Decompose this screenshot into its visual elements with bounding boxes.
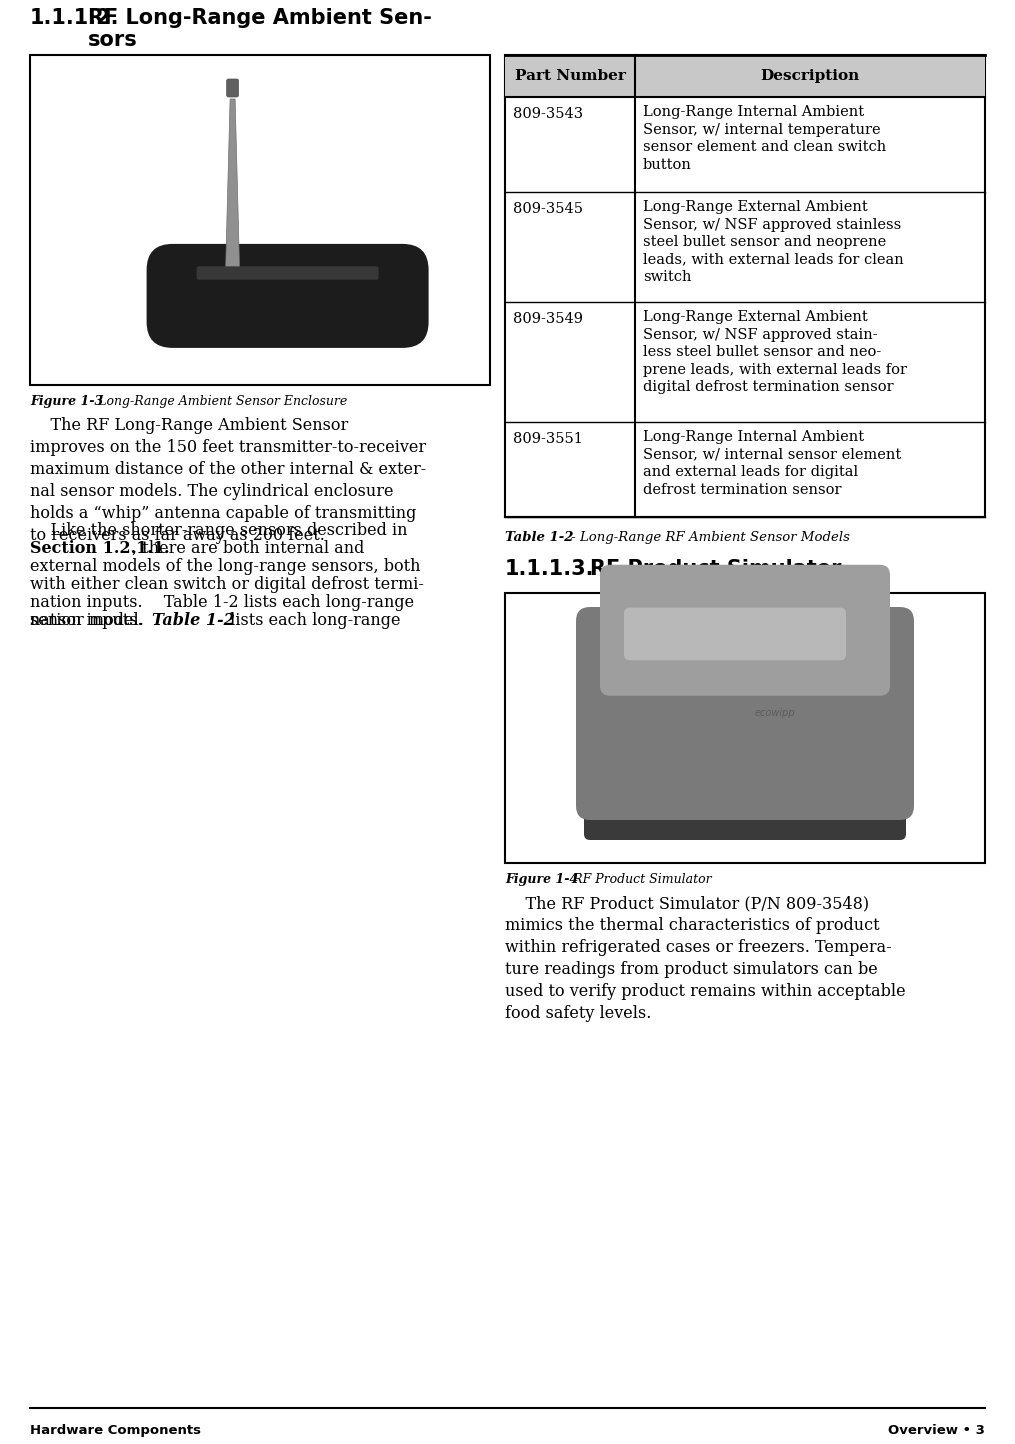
Text: Section 1.2.1.1.: Section 1.2.1.1. — [30, 540, 170, 557]
Text: Part Number: Part Number — [515, 69, 625, 82]
FancyBboxPatch shape — [600, 565, 890, 696]
Text: Figure 1-3: Figure 1-3 — [30, 396, 104, 409]
Text: sensor model.: sensor model. — [30, 612, 144, 630]
Text: , there are both internal and: , there are both internal and — [132, 540, 364, 557]
Text: Description: Description — [760, 69, 860, 82]
FancyBboxPatch shape — [576, 606, 914, 820]
Text: ecowipp: ecowipp — [755, 709, 796, 719]
Text: Long-Range External Ambient
Sensor, w/ NSF approved stain-
less steel bullet sen: Long-Range External Ambient Sensor, w/ N… — [642, 310, 907, 394]
Text: 1.1.1.3.: 1.1.1.3. — [505, 559, 595, 579]
FancyBboxPatch shape — [146, 244, 428, 348]
Text: - RF Product Simulator: - RF Product Simulator — [561, 874, 712, 887]
Text: Hardware Components: Hardware Components — [30, 1424, 201, 1437]
Bar — [505, 593, 985, 864]
Text: Long-Range Internal Ambient
Sensor, w/ internal temperature
sensor element and c: Long-Range Internal Ambient Sensor, w/ i… — [642, 105, 886, 172]
Text: Table 1-2: Table 1-2 — [152, 612, 234, 630]
Bar — [505, 55, 985, 97]
FancyBboxPatch shape — [197, 266, 379, 280]
Text: Long-Range Internal Ambient
Sensor, w/ internal sensor element
and external lead: Long-Range Internal Ambient Sensor, w/ i… — [642, 430, 901, 497]
Text: Long-Range External Ambient
Sensor, w/ NSF approved stainless
steel bullet senso: Long-Range External Ambient Sensor, w/ N… — [642, 201, 903, 284]
Text: Like the shorter-range sensors described in: Like the shorter-range sensors described… — [30, 521, 407, 539]
FancyBboxPatch shape — [584, 800, 906, 840]
Text: The RF Product Simulator (P/N 809-3548)
mimics the thermal characteristics of pr: The RF Product Simulator (P/N 809-3548) … — [505, 895, 905, 1022]
Text: - Long-Range RF Ambient Sensor Models: - Long-Range RF Ambient Sensor Models — [567, 531, 850, 544]
Text: 1.1.1.2.: 1.1.1.2. — [30, 9, 120, 27]
Bar — [505, 55, 985, 517]
FancyBboxPatch shape — [624, 608, 845, 660]
Text: 809-3551: 809-3551 — [513, 432, 583, 446]
Text: Figure 1-4: Figure 1-4 — [505, 874, 579, 887]
Text: - Long-Range Ambient Sensor Enclosure: - Long-Range Ambient Sensor Enclosure — [86, 396, 347, 409]
Text: The RF Long-Range Ambient Sensor
improves on the 150 feet transmitter-to-receive: The RF Long-Range Ambient Sensor improve… — [30, 417, 426, 544]
Bar — [30, 55, 490, 386]
Text: with either clean switch or digital defrost termi-: with either clean switch or digital defr… — [30, 576, 424, 593]
Text: 809-3549: 809-3549 — [513, 312, 583, 326]
Text: Overview • 3: Overview • 3 — [888, 1424, 985, 1437]
Text: nation inputs.: nation inputs. — [30, 612, 148, 630]
Text: Table 1-2: Table 1-2 — [505, 531, 573, 544]
Text: lists each long-range: lists each long-range — [225, 612, 401, 630]
FancyBboxPatch shape — [226, 79, 239, 97]
Text: external models of the long-range sensors, both: external models of the long-range sensor… — [30, 557, 420, 575]
Text: nation inputs.  Table 1-2 lists each long-range: nation inputs. Table 1-2 lists each long… — [30, 593, 414, 611]
Text: 809-3543: 809-3543 — [513, 107, 584, 121]
Polygon shape — [225, 100, 240, 270]
Text: 809-3545: 809-3545 — [513, 202, 583, 217]
Text: RF Long-Range Ambient Sen-: RF Long-Range Ambient Sen- — [88, 9, 431, 27]
Text: sors: sors — [88, 30, 138, 51]
Text: RF Product Simulator: RF Product Simulator — [590, 559, 841, 579]
